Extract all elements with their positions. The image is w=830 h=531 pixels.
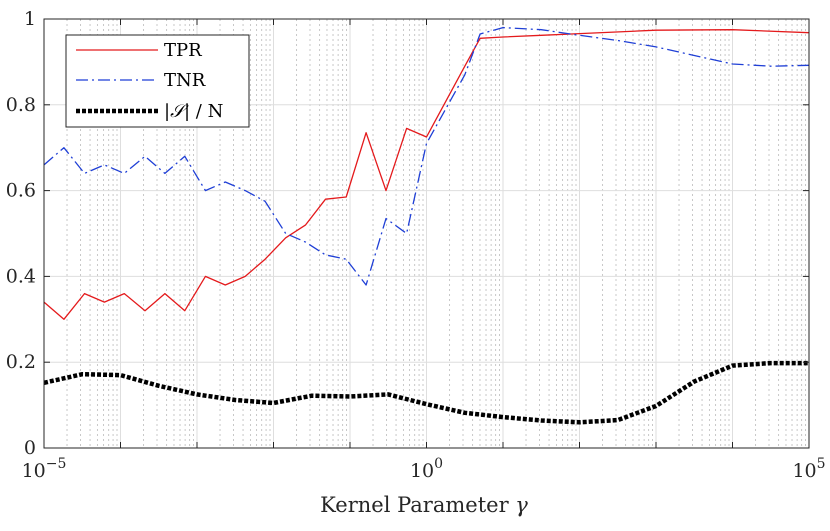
y-tick-label: 0.8 <box>6 94 36 116</box>
legend: TPR TNR |𝒮| / N <box>65 34 250 128</box>
legend-label-tnr: TNR <box>164 70 206 91</box>
x-tick-base: 10 <box>792 460 816 482</box>
series-layer <box>43 26 810 425</box>
y-tick-label: 1 <box>24 8 36 30</box>
y-tick-label: 0.6 <box>6 180 36 202</box>
x-tick-label: 105 <box>792 456 825 482</box>
legend-label-s-post: | / N <box>184 101 223 122</box>
x-tick-exponent: 0 <box>434 456 443 472</box>
legend-label-tpr: TPR <box>164 40 202 61</box>
legend-label-s-pre: | <box>164 101 170 122</box>
y-tick-label: 0.2 <box>6 351 36 373</box>
legend-label-s-over-n: |𝒮| / N <box>164 101 223 122</box>
x-tick-base: 10 <box>22 460 46 482</box>
ticks <box>43 18 810 449</box>
x-tick-exponent: −5 <box>46 456 67 472</box>
x-axis-label-symbol: γ <box>515 493 528 517</box>
y-tick-label: 0.4 <box>6 265 36 287</box>
y-tick-label: 0 <box>24 437 36 459</box>
series-line-0 <box>43 29 810 320</box>
x-axis-label: Kernel Parameter γ <box>320 493 528 517</box>
x-tick-exponent: 5 <box>817 456 826 472</box>
x-tick-base: 10 <box>410 460 434 482</box>
x-tick-label: 10−5 <box>22 456 67 482</box>
x-axis-label-text: Kernel Parameter <box>320 493 515 517</box>
x-tick-label: 100 <box>410 456 443 482</box>
